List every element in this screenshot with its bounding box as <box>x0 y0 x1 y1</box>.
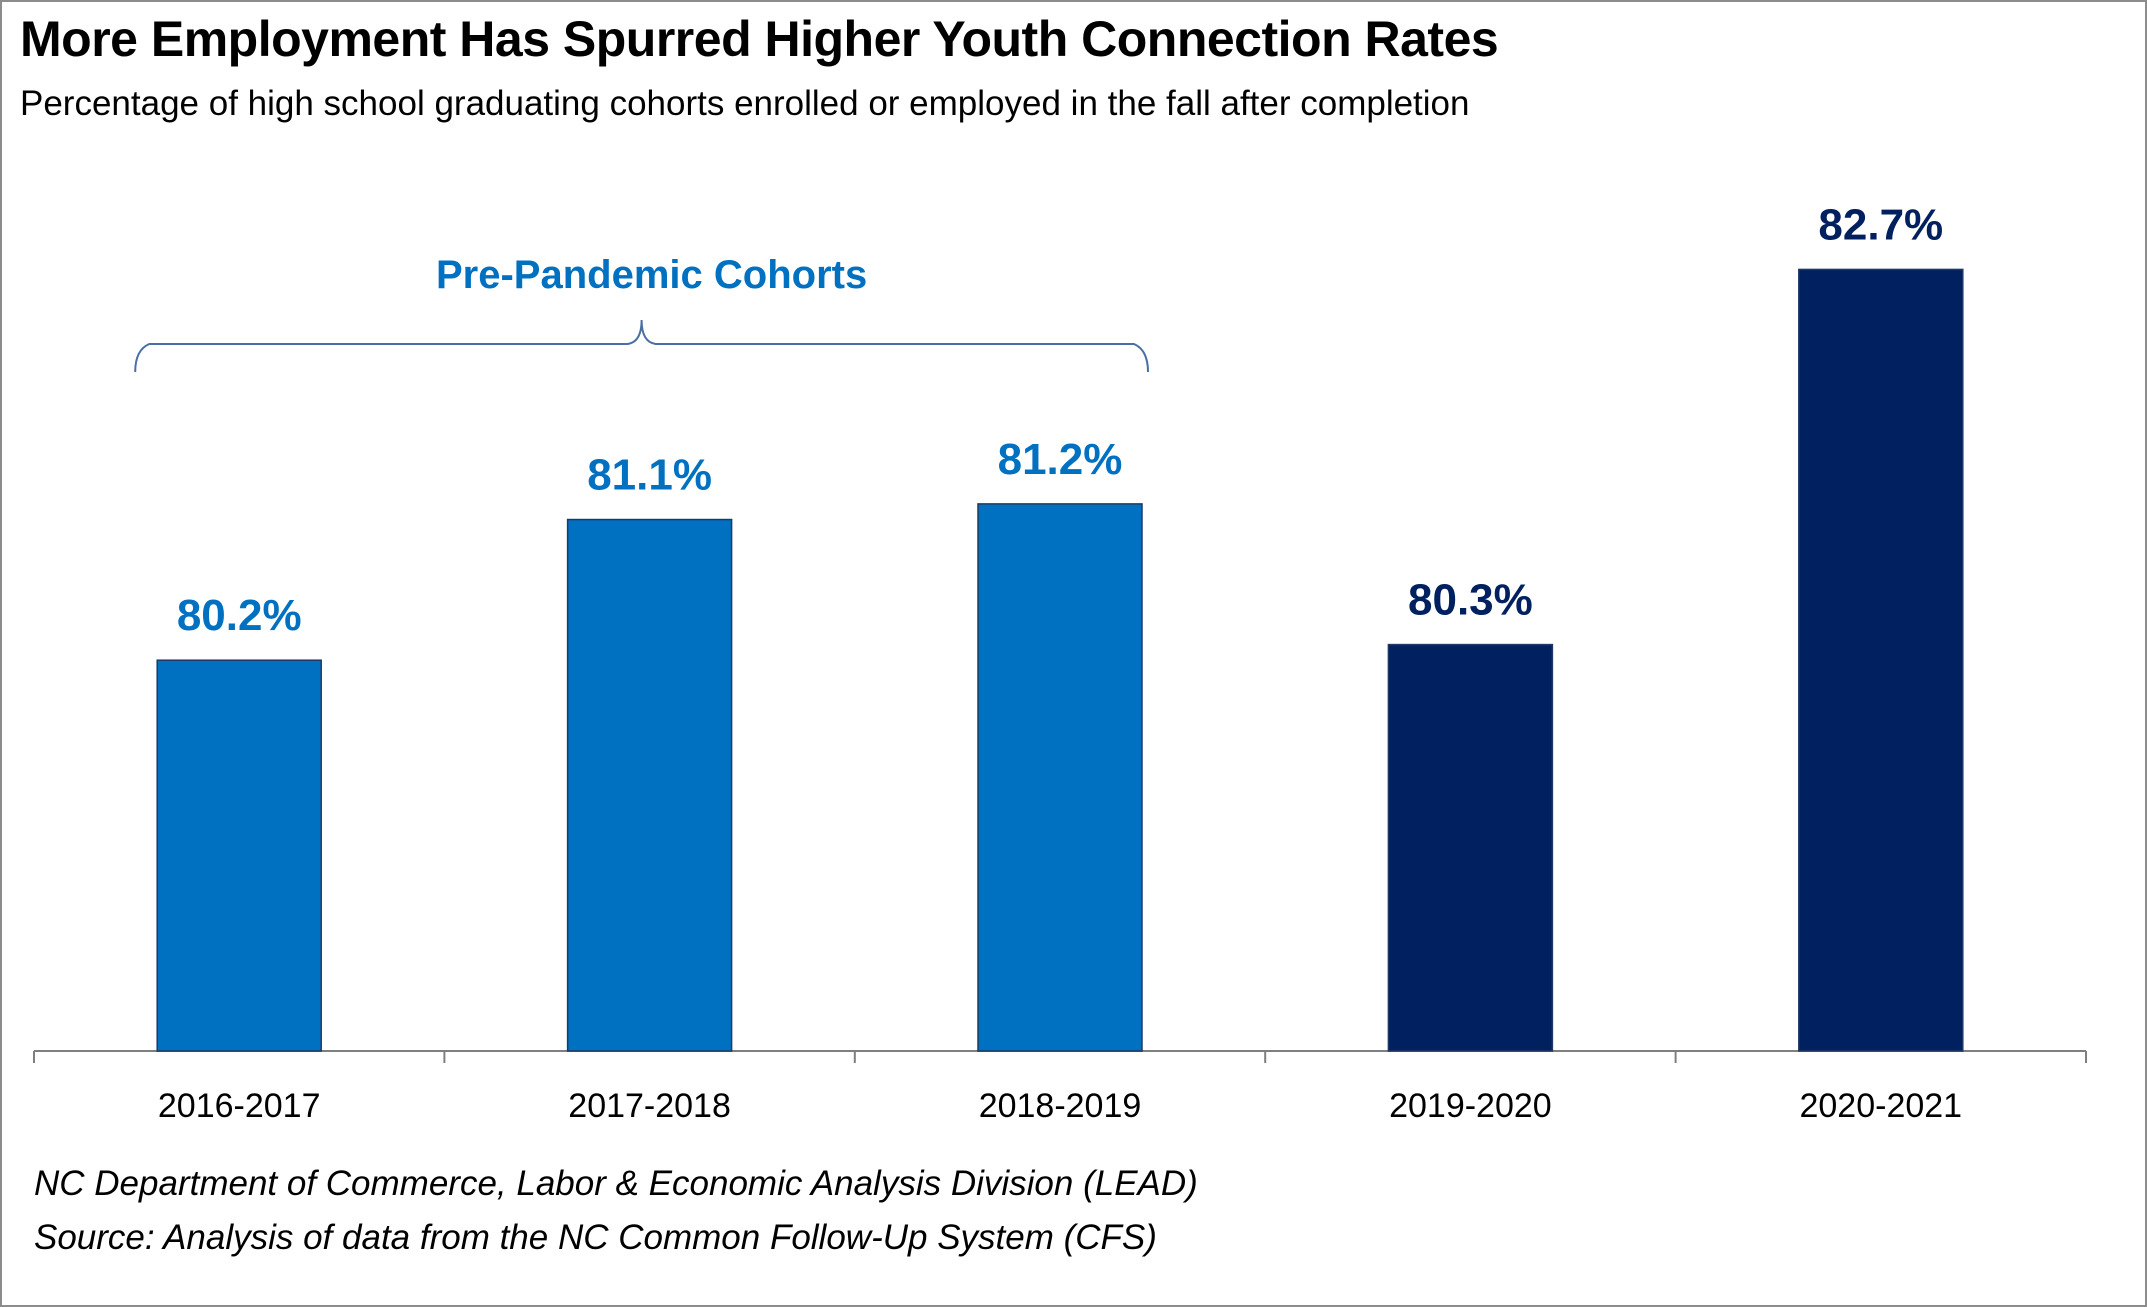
bar-2016-2017 <box>156 659 322 1052</box>
chart-title: More Employment Has Spurred Higher Youth… <box>20 11 1499 67</box>
bar-value-label: 81.1% <box>587 451 712 500</box>
chart-subtitle: Percentage of high school graduating coh… <box>20 84 1470 123</box>
bar-value-label: 82.7% <box>1818 200 1943 249</box>
x-tick-label: 2017-2018 <box>568 1087 731 1125</box>
x-tick-label: 2019-2020 <box>1389 1087 1552 1125</box>
bar-2019-2020 <box>1387 643 1554 1052</box>
annotation-bracket <box>134 319 1149 373</box>
bar-2020-2021 <box>1798 268 1964 1052</box>
x-tick-label: 2018-2019 <box>979 1087 1142 1125</box>
annotation-label: Pre-Pandemic Cohorts <box>436 253 867 297</box>
source-line-1: NC Department of Commerce, Labor & Econo… <box>34 1164 1198 1203</box>
bar-2018-2019 <box>977 503 1143 1052</box>
bar-2017-2018 <box>566 518 733 1052</box>
x-tick-label: 2020-2021 <box>1799 1087 1962 1125</box>
bar-value-label: 81.2% <box>998 435 1123 484</box>
x-tick-label: 2016-2017 <box>158 1087 321 1125</box>
bar-value-label: 80.2% <box>177 591 302 640</box>
bar-value-label: 80.3% <box>1408 576 1533 625</box>
source-line-2: Source: Analysis of data from the NC Com… <box>34 1218 1157 1257</box>
